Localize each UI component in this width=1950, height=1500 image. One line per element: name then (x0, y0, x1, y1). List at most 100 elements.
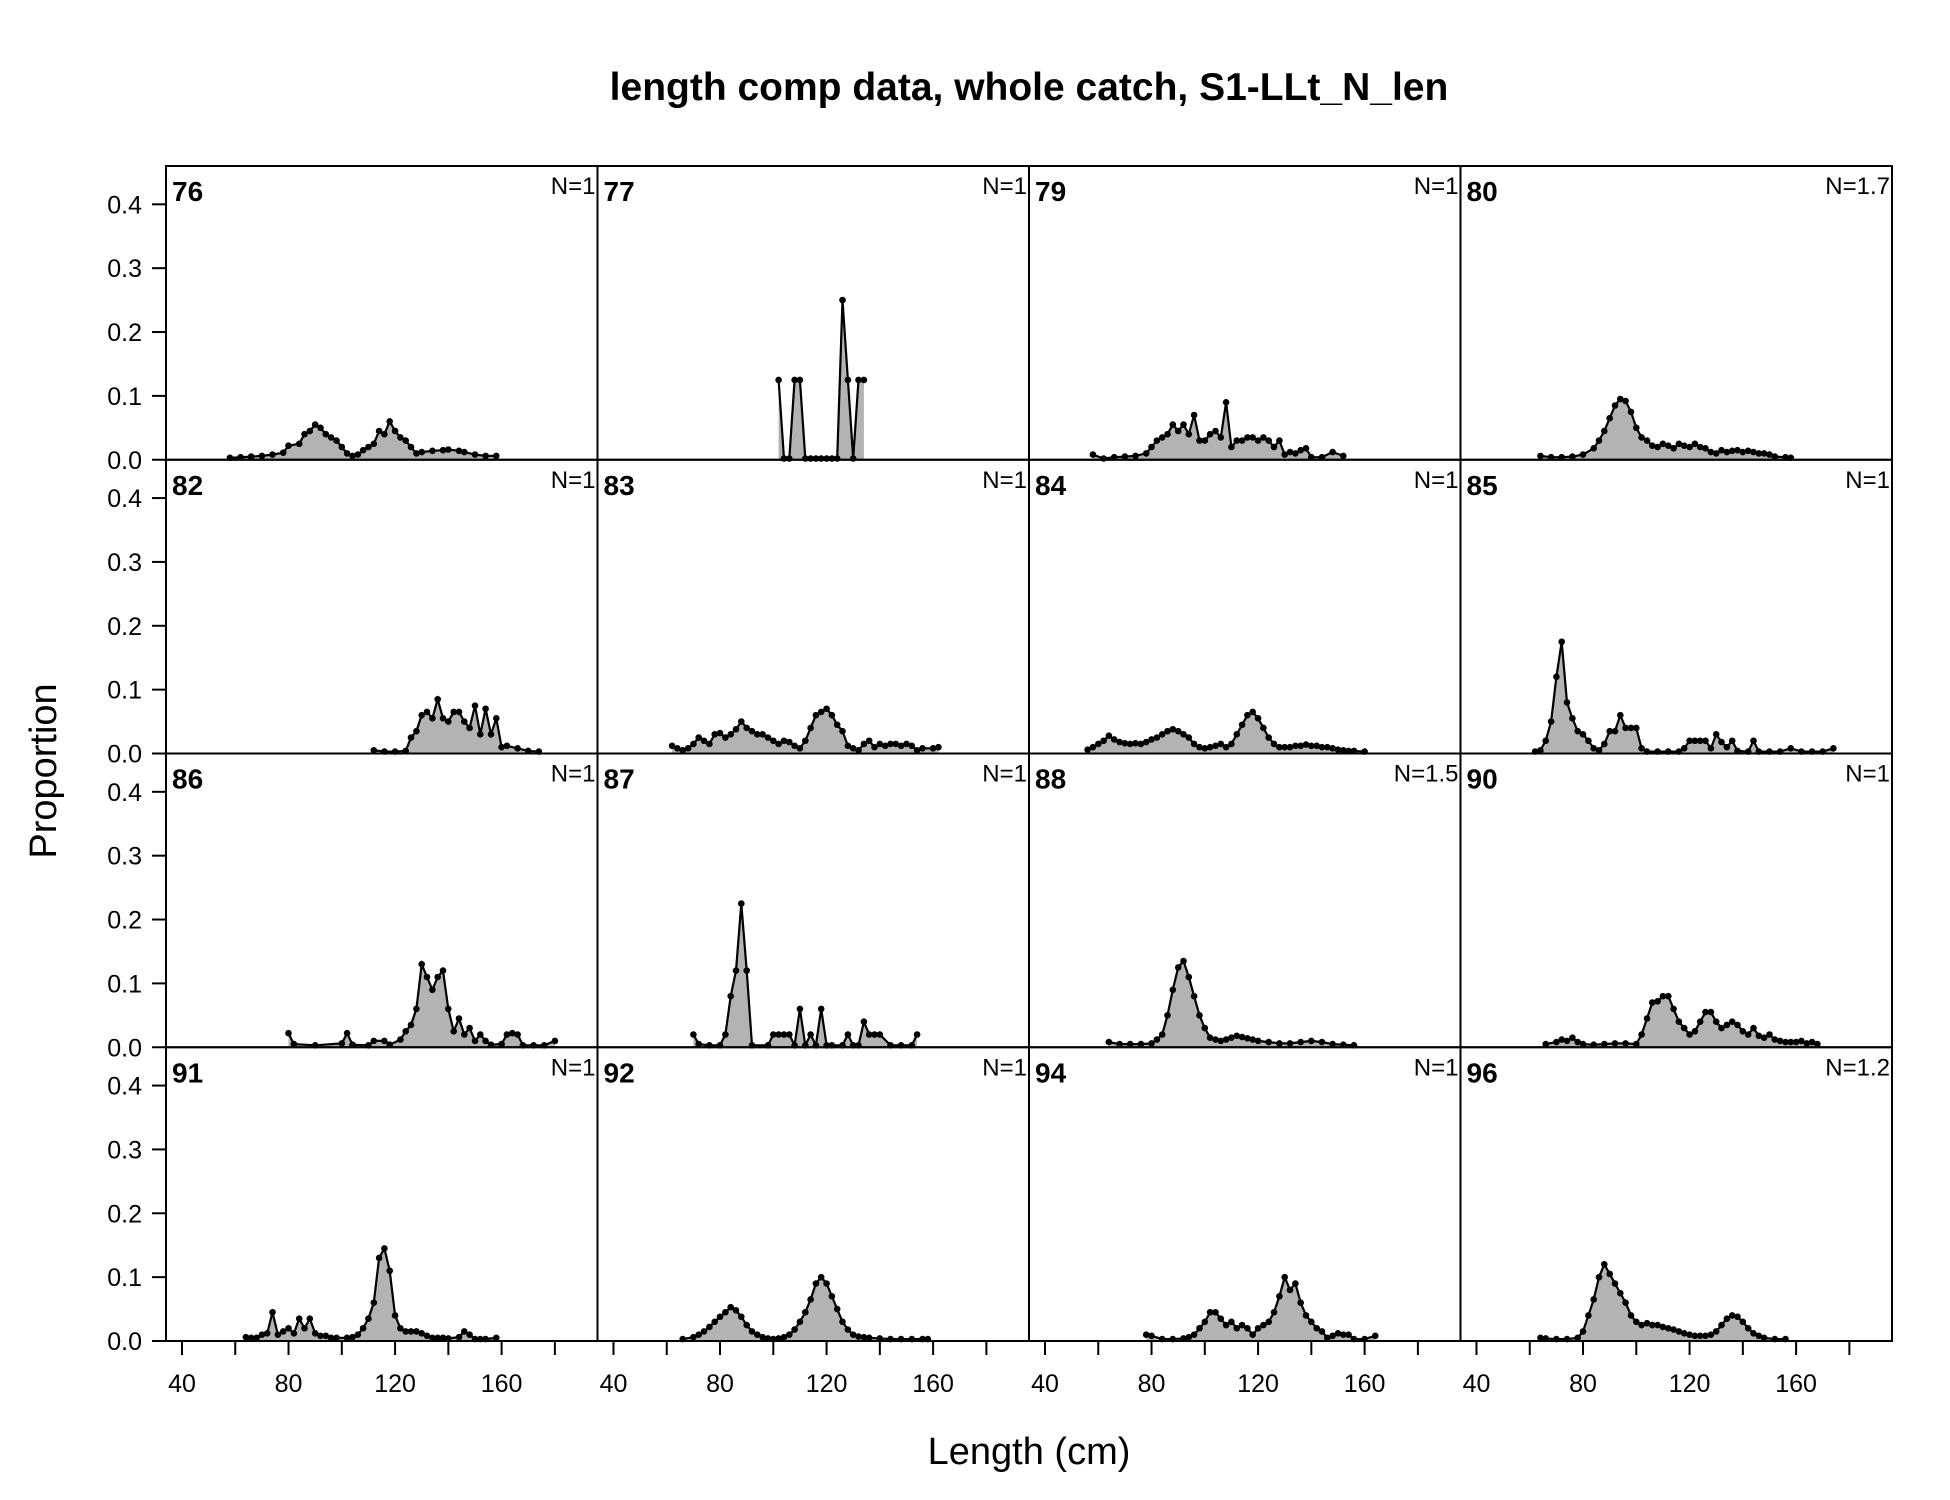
data-point (1670, 1005, 1677, 1013)
data-point (1217, 1037, 1225, 1045)
panel-year-label: 88 (1035, 764, 1066, 795)
data-point (1617, 1289, 1624, 1297)
data-point (908, 742, 916, 750)
y-tick-label: 0.4 (107, 485, 142, 513)
data-point (1718, 1024, 1725, 1032)
data-point (1691, 737, 1699, 745)
panel-92: 92 N=1 40 80 120 160 (596, 1046, 1030, 1398)
panel-91: 91 N=1 0.0 0.1 0.2 0.3 0.4 40 80 120 160 (107, 1046, 599, 1398)
data-point (1084, 746, 1091, 753)
data-point (413, 727, 420, 735)
data-point (1238, 1321, 1246, 1329)
x-tick-label: 80 (1138, 1370, 1166, 1398)
data-point (1590, 1296, 1597, 1303)
panel-n-label: N=1 (982, 467, 1027, 494)
data-point (786, 1031, 793, 1038)
panel-frame (165, 165, 599, 461)
data-point (386, 418, 393, 425)
data-point (439, 967, 447, 974)
data-point (1622, 397, 1629, 405)
y-tick-label: 0.3 (107, 843, 142, 871)
data-point (471, 1037, 479, 1045)
y-tick-label: 0.4 (107, 191, 142, 219)
data-point (338, 1040, 346, 1047)
panel-n-label: N=1 (982, 173, 1027, 200)
data-point (423, 708, 431, 716)
data-point (770, 1031, 777, 1038)
data-point (471, 702, 479, 709)
data-point (322, 430, 330, 438)
data-point (1281, 743, 1288, 751)
data-point (1121, 739, 1129, 747)
data-point (1158, 434, 1166, 441)
data-point (775, 740, 782, 748)
data-point (1185, 973, 1193, 981)
panel-n-label: N=1 (551, 467, 596, 494)
data-point (1808, 1038, 1816, 1046)
data-point (1739, 1318, 1747, 1326)
data-point (690, 740, 697, 748)
data-point (706, 740, 713, 748)
data-point (865, 737, 873, 745)
data-point (1137, 1040, 1145, 1048)
data-point (849, 1331, 857, 1338)
data-point (1755, 1032, 1763, 1040)
data-point (700, 1328, 708, 1335)
panel-90: 90 N=1 (1459, 752, 1893, 1049)
y-tick-label: 0.1 (107, 677, 142, 705)
data-point (487, 731, 495, 738)
data-point (1174, 964, 1182, 971)
data-point (786, 1331, 793, 1338)
data-point (1201, 1318, 1209, 1326)
y-tick-label: 0.4 (107, 779, 142, 807)
data-point (1707, 1008, 1715, 1016)
data-point (754, 1331, 761, 1338)
data-point (247, 1334, 255, 1342)
data-point (397, 434, 404, 441)
x-tick-label: 40 (1031, 1370, 1059, 1398)
data-point (1537, 747, 1544, 754)
data-point (1728, 447, 1736, 455)
panel-frame (165, 752, 599, 1049)
data-point (1297, 742, 1304, 750)
y-tick-label: 0.2 (107, 1200, 142, 1228)
data-point (1755, 1332, 1763, 1340)
area-fill (1108, 961, 1354, 1048)
data-point (263, 1330, 271, 1337)
data-point (738, 718, 745, 725)
data-point (722, 734, 729, 741)
x-tick-label: 120 (1237, 1370, 1279, 1398)
data-point (929, 745, 937, 752)
data-point (1670, 1326, 1677, 1333)
data-point (1201, 437, 1209, 444)
panel-year-label: 85 (1467, 470, 1498, 501)
data-point (1105, 1038, 1113, 1046)
data-point (1649, 442, 1656, 450)
data-point (1292, 742, 1299, 750)
y-tick-label: 0.1 (107, 970, 142, 998)
data-point (1276, 1040, 1283, 1047)
data-point (1276, 743, 1283, 751)
data-point (1190, 411, 1198, 419)
data-point (935, 743, 942, 751)
data-point (1206, 1308, 1214, 1316)
data-point (1766, 451, 1773, 458)
data-point (253, 1334, 260, 1342)
data-point (1196, 1012, 1203, 1019)
data-point (439, 715, 447, 722)
data-point (1201, 1024, 1209, 1032)
data-point (780, 737, 788, 745)
data-point (1686, 443, 1693, 451)
data-point (279, 1328, 287, 1335)
data-point (1691, 1028, 1699, 1035)
data-point (1286, 1040, 1294, 1047)
data-point (1244, 434, 1251, 441)
data-point (418, 1330, 425, 1337)
panel-frame (1459, 1046, 1893, 1342)
data-point (860, 1018, 868, 1025)
data-point (786, 455, 793, 462)
data-point (1643, 1319, 1651, 1327)
x-tick-label: 80 (275, 1370, 303, 1398)
data-point (317, 424, 324, 432)
data-point (434, 1334, 442, 1342)
